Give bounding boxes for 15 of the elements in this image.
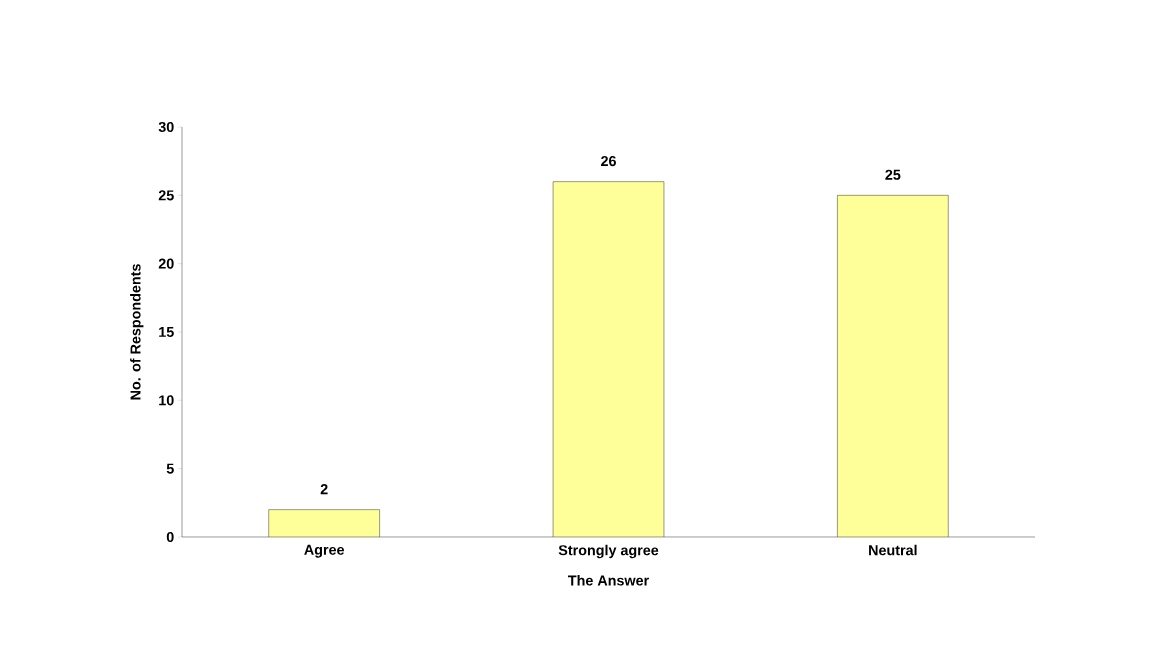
x-tick-label: Agree	[304, 544, 345, 558]
y-axis-title: No. of Respondents	[130, 264, 144, 400]
y-tick-label: 30	[158, 121, 174, 133]
data-label: 26	[601, 155, 616, 167]
x-tick-label: Neutral	[869, 544, 917, 556]
y-tick-label: 5	[166, 463, 174, 474]
y-tick-label: 10	[159, 395, 174, 406]
data-label: 25	[885, 169, 901, 180]
y-tick-label: 20	[158, 258, 174, 269]
y-tick-label: 15	[159, 326, 174, 337]
x-axis-title: The Answer	[568, 575, 649, 586]
x-tick-label: Strongly agree	[558, 544, 659, 559]
data-label: 2	[320, 484, 328, 495]
y-tick-label: 25	[158, 190, 174, 201]
y-tick-label: 0	[166, 531, 174, 543]
